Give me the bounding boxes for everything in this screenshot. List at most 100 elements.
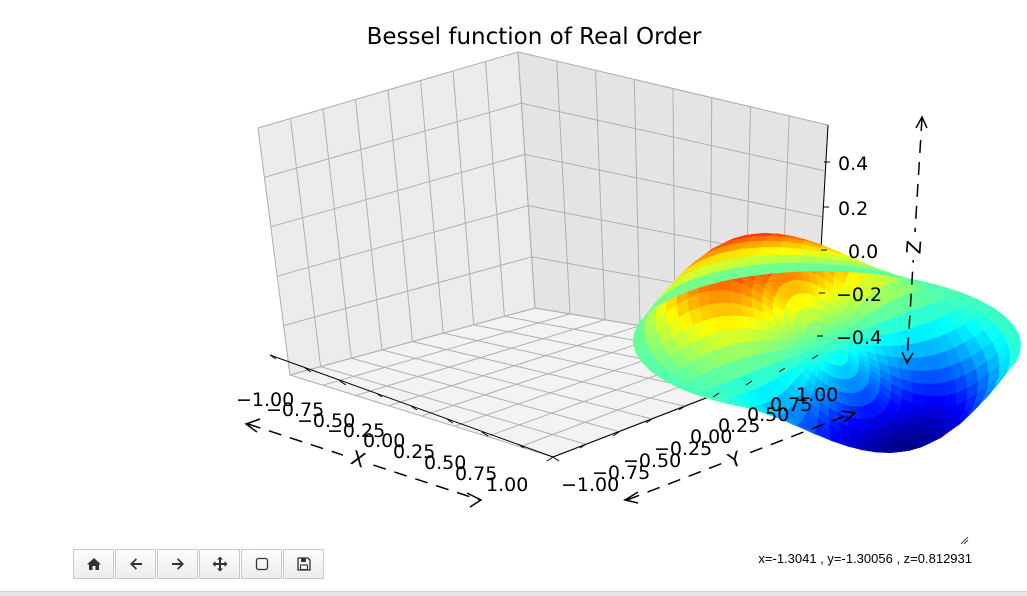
- surface-patch: [776, 247, 802, 256]
- y-tick-mark: [778, 367, 786, 373]
- surface-patch: [719, 289, 732, 303]
- wall-grid-line: [290, 118, 322, 367]
- y-tick-label: 0.50: [747, 404, 789, 426]
- y-label-arrowhead-right: [840, 410, 857, 423]
- y-tick-label: 1.00: [796, 384, 838, 406]
- x-tick-label: −0.75: [266, 399, 324, 421]
- wall-grid-line: [322, 108, 352, 359]
- wall-grid-line: [521, 102, 826, 172]
- wall-grid-line: [264, 102, 522, 178]
- x-tick-label: 0.25: [393, 441, 435, 463]
- y-tick-mark: [678, 405, 686, 411]
- save-button[interactable]: [283, 549, 324, 579]
- y-tick-label: −0.75: [592, 462, 650, 484]
- window-bottom-border: [0, 591, 1027, 596]
- y-tick-label: 0.25: [718, 415, 760, 437]
- surface-patch: [932, 381, 946, 397]
- y-tick-mark: [645, 418, 653, 424]
- x-tick-mark: [304, 367, 312, 373]
- y-tick-mark: [811, 354, 819, 360]
- surface-patch: [923, 395, 935, 409]
- home-icon: [86, 558, 101, 570]
- y-tick-label: −0.50: [623, 450, 681, 472]
- figure-canvas[interactable]: Bessel function of Real Order 0.4 0.2 0.…: [0, 0, 1027, 540]
- wall-grid-line: [257, 51, 519, 129]
- navigation-toolbar: [73, 549, 325, 579]
- x-tick-label: 1.00: [486, 474, 528, 496]
- z-axis-ticks: 0.4 0.2 0.0 −0.2 −0.4: [817, 153, 882, 349]
- x-tick-mark: [481, 431, 489, 437]
- surface-patch: [795, 262, 822, 272]
- y-tick-mark: [712, 392, 720, 398]
- x-tick-mark: [446, 418, 454, 424]
- z-axis-label: Z: [901, 239, 926, 254]
- surface-patch: [820, 263, 847, 272]
- wall-grid-line: [633, 79, 641, 326]
- y-label-arrowhead-left: [623, 491, 639, 504]
- square-icon: [255, 557, 268, 571]
- x-tick-mark: [410, 405, 418, 411]
- wall-grid-line: [387, 89, 413, 342]
- wall-grid-line: [277, 205, 529, 277]
- home-button[interactable]: [73, 549, 114, 579]
- z-tick-label: −0.2: [836, 284, 882, 306]
- y-axis-label-group: Y: [623, 410, 857, 504]
- z-label-arrowhead-top: [915, 115, 928, 129]
- y-tick-mark: [745, 380, 753, 386]
- x-tick-label: −1.00: [236, 389, 294, 411]
- surface-patch: [773, 254, 800, 265]
- back-button[interactable]: [115, 549, 156, 579]
- wall-grid-line: [452, 70, 475, 325]
- z-tick-label: −0.4: [836, 327, 882, 349]
- zoom-button[interactable]: [241, 549, 282, 579]
- wall-grid-line: [355, 99, 383, 350]
- y-tick-mark: [579, 443, 587, 449]
- arrow-left-icon: [129, 558, 142, 570]
- x-axis-label-group: X: [244, 418, 483, 508]
- arrow-right-icon: [171, 558, 184, 570]
- x-tick-mark: [375, 392, 383, 398]
- surface-patch: [770, 262, 798, 274]
- x-label-arrowhead-right: [466, 492, 483, 508]
- surface-patch: [922, 383, 935, 397]
- forward-button[interactable]: [157, 549, 198, 579]
- z-tick-label: 0.2: [838, 198, 868, 220]
- y-tick-mark: [546, 456, 554, 462]
- wall-grid-line: [517, 51, 536, 309]
- wall-grid-line: [556, 61, 571, 314]
- y-label-gap: [724, 444, 750, 470]
- wall-grid-line: [517, 51, 829, 126]
- z-tick-label: 0.0: [848, 241, 878, 263]
- pan-button[interactable]: [199, 549, 240, 579]
- cursor-coordinates: x=-1.3041 , y=-1.30056 , z=0.812931: [758, 551, 972, 566]
- floppy-disk-icon: [296, 557, 311, 571]
- z-axis-label-group: Z: [901, 115, 928, 365]
- y-tick-label: −0.25: [654, 438, 712, 460]
- x-label-gap: [343, 448, 373, 472]
- wall-grid-line: [595, 70, 606, 320]
- wall-grid-line: [289, 307, 536, 376]
- y-tick-label: −1.00: [561, 474, 619, 496]
- x-tick-mark: [269, 354, 277, 360]
- wall-grid-line: [257, 127, 291, 376]
- x-label-arrowhead-left: [244, 418, 261, 433]
- x-tick-label: 0.00: [363, 430, 405, 452]
- wall-grid-line: [270, 153, 525, 228]
- x-tick-mark: [339, 380, 347, 386]
- surface-patch: [933, 394, 946, 409]
- x-tick-mark: [552, 456, 560, 462]
- y-axis-ticks: −1.00 −0.75 −0.50 −0.25 0.00 0.25 0.50 0…: [546, 354, 838, 496]
- y-tick-label: 0.75: [770, 394, 812, 416]
- chart-title: Bessel function of Real Order: [367, 24, 702, 50]
- floor-grid-line: [421, 331, 676, 417]
- z-tick-label: 0.4: [838, 153, 868, 175]
- y-tick-mark: [612, 431, 620, 437]
- bessel-surface: [632, 233, 1022, 453]
- z-label-arrowhead-bottom: [901, 351, 914, 365]
- x-axis-ticks: −1.00 −0.75 −0.50 −0.25 0.00 0.25 0.50 0…: [236, 354, 560, 496]
- wall-grid-line: [283, 256, 532, 327]
- z-label-gap: [903, 232, 925, 260]
- resize-grip-icon[interactable]: [959, 535, 969, 545]
- move-icon: [212, 556, 227, 572]
- x-tick-label: −0.50: [297, 410, 355, 432]
